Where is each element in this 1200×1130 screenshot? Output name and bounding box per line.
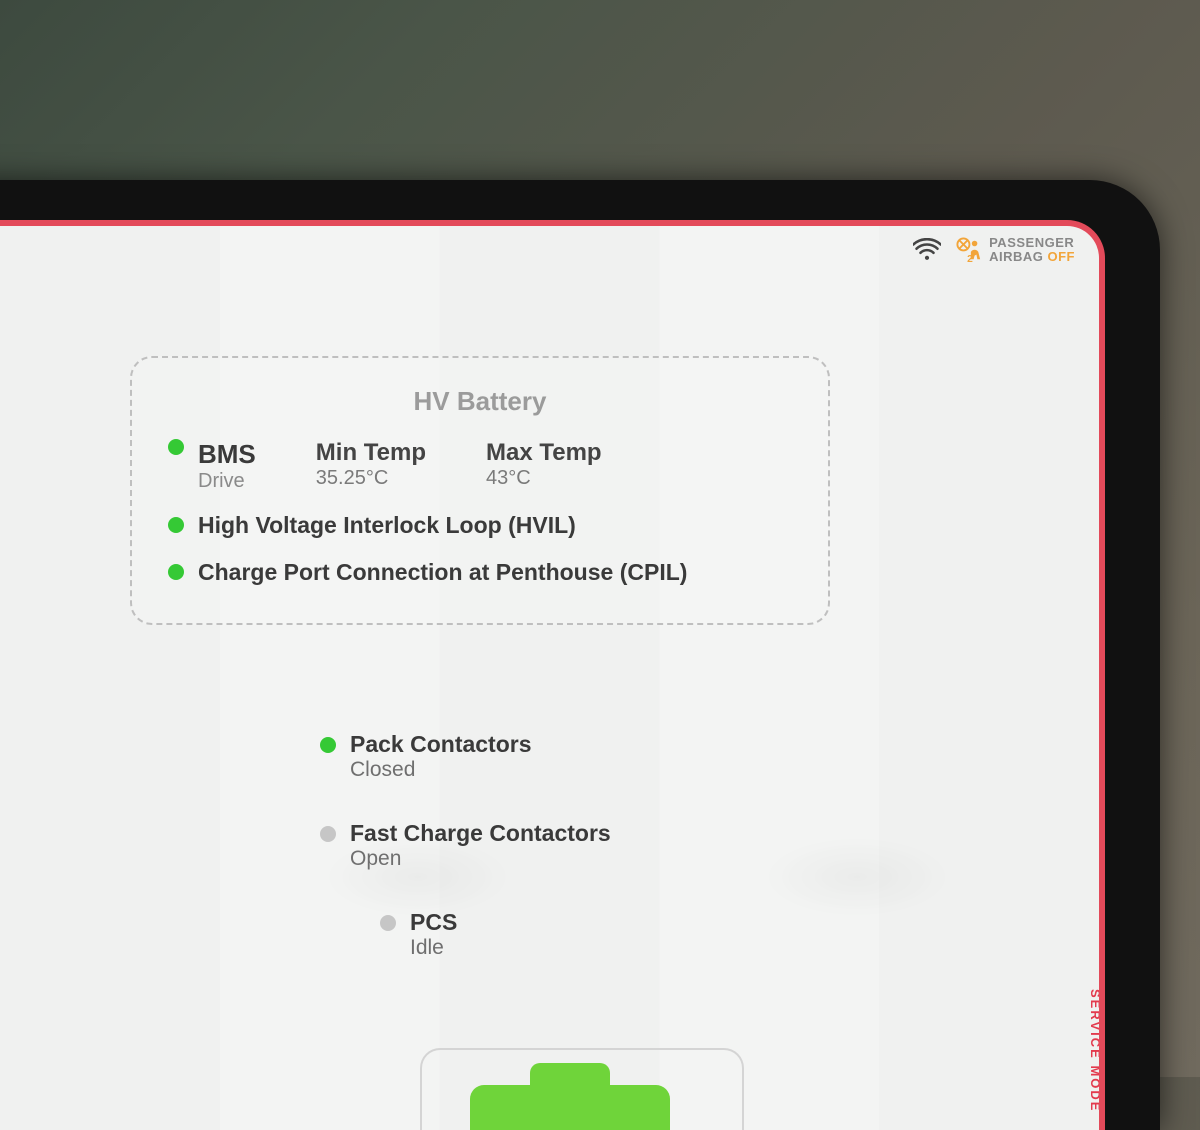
status-dot-icon	[168, 517, 184, 533]
min-temp-value: 35.25°C	[316, 467, 426, 490]
svg-text:2: 2	[967, 254, 973, 263]
fast-charge-contactors-status: Fast Charge Contactors Open	[320, 820, 750, 871]
connector-icon	[470, 1085, 670, 1130]
pcs-label: PCS	[410, 909, 457, 936]
hvil-label: High Voltage Interlock Loop (HVIL)	[198, 511, 576, 540]
min-temp-label: Min Temp	[316, 439, 426, 467]
hvil-status: High Voltage Interlock Loop (HVIL)	[168, 511, 792, 540]
screen-accent-border: 2 PASSENGER AIRBAG OFF HV Battery	[0, 220, 1105, 1130]
bms-state: Drive	[198, 470, 256, 493]
pack-contactors-status: Pack Contactors Closed	[320, 731, 750, 782]
bms-label: BMS	[198, 439, 256, 470]
status-dot-icon	[320, 737, 336, 753]
pcs-state: Idle	[410, 936, 457, 960]
device-bezel: 2 PASSENGER AIRBAG OFF HV Battery	[0, 180, 1160, 1130]
status-dot-icon	[320, 826, 336, 842]
max-temp-value: 43°C	[486, 467, 602, 490]
status-bar: 2 PASSENGER AIRBAG OFF	[913, 236, 1075, 263]
max-temp-label: Max Temp	[486, 439, 602, 467]
fast-charge-contactors-label: Fast Charge Contactors	[350, 820, 611, 847]
cpil-status: Charge Port Connection at Penthouse (CPI…	[168, 558, 792, 587]
max-temp: Max Temp 43°C	[486, 439, 602, 490]
airbag-label-line1: PASSENGER	[989, 236, 1075, 250]
pack-contactors-label: Pack Contactors	[350, 731, 532, 758]
status-dot-icon	[168, 564, 184, 580]
min-temp: Min Temp 35.25°C	[316, 439, 426, 490]
airbag-label-line2: AIRBAG OFF	[989, 250, 1075, 264]
cpil-label: Charge Port Connection at Penthouse (CPI…	[198, 558, 687, 587]
wifi-icon	[913, 238, 941, 262]
screen: 2 PASSENGER AIRBAG OFF HV Battery	[0, 226, 1099, 1130]
pack-contactors-state: Closed	[350, 758, 532, 782]
hv-battery-title: HV Battery	[168, 386, 792, 417]
airbag-off-icon: 2	[955, 237, 983, 263]
service-mode-label: SERVICE MODE	[1088, 989, 1099, 1112]
fast-charge-contactors-state: Open	[350, 847, 611, 871]
status-dot-icon	[380, 915, 396, 931]
contactor-status-stack: Pack Contactors Closed Fast Charge Conta…	[320, 731, 750, 998]
status-dot-icon	[168, 439, 184, 455]
passenger-airbag-indicator: 2 PASSENGER AIRBAG OFF	[955, 236, 1075, 263]
pcs-status: PCS Idle	[380, 909, 750, 960]
bms-status: BMS Drive	[168, 439, 256, 493]
hv-battery-panel: HV Battery BMS Drive Min Temp 35.25°C	[130, 356, 830, 625]
